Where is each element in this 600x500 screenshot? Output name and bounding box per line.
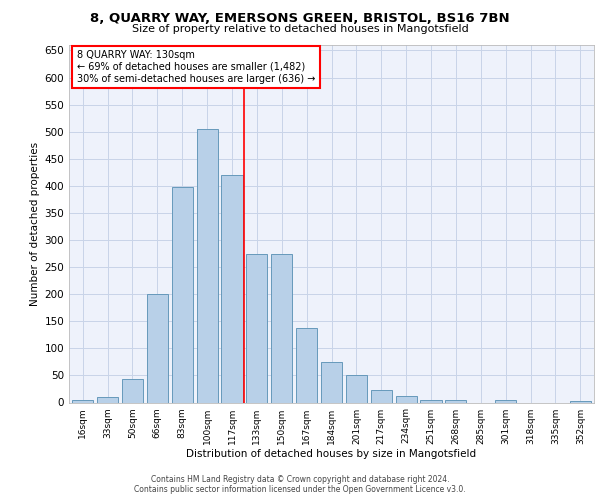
- Bar: [296, 328, 317, 402]
- Bar: [97, 397, 118, 402]
- Bar: [72, 400, 93, 402]
- Bar: [421, 400, 442, 402]
- Bar: [246, 254, 268, 402]
- Bar: [321, 362, 342, 403]
- Bar: [197, 129, 218, 402]
- Bar: [122, 379, 143, 402]
- Bar: [346, 376, 367, 402]
- Bar: [371, 390, 392, 402]
- Bar: [445, 400, 466, 402]
- Bar: [172, 187, 193, 402]
- Bar: [271, 254, 292, 402]
- Y-axis label: Number of detached properties: Number of detached properties: [30, 142, 40, 306]
- Bar: [395, 396, 417, 402]
- Bar: [570, 401, 591, 402]
- X-axis label: Distribution of detached houses by size in Mangotsfield: Distribution of detached houses by size …: [187, 450, 476, 460]
- Text: 8, QUARRY WAY, EMERSONS GREEN, BRISTOL, BS16 7BN: 8, QUARRY WAY, EMERSONS GREEN, BRISTOL, …: [90, 12, 510, 26]
- Text: Contains HM Land Registry data © Crown copyright and database right 2024.
Contai: Contains HM Land Registry data © Crown c…: [134, 474, 466, 494]
- Text: 8 QUARRY WAY: 130sqm
← 69% of detached houses are smaller (1,482)
30% of semi-de: 8 QUARRY WAY: 130sqm ← 69% of detached h…: [77, 50, 315, 84]
- Bar: [147, 294, 168, 403]
- Bar: [495, 400, 516, 402]
- Text: Size of property relative to detached houses in Mangotsfield: Size of property relative to detached ho…: [131, 24, 469, 34]
- Bar: [221, 175, 242, 402]
